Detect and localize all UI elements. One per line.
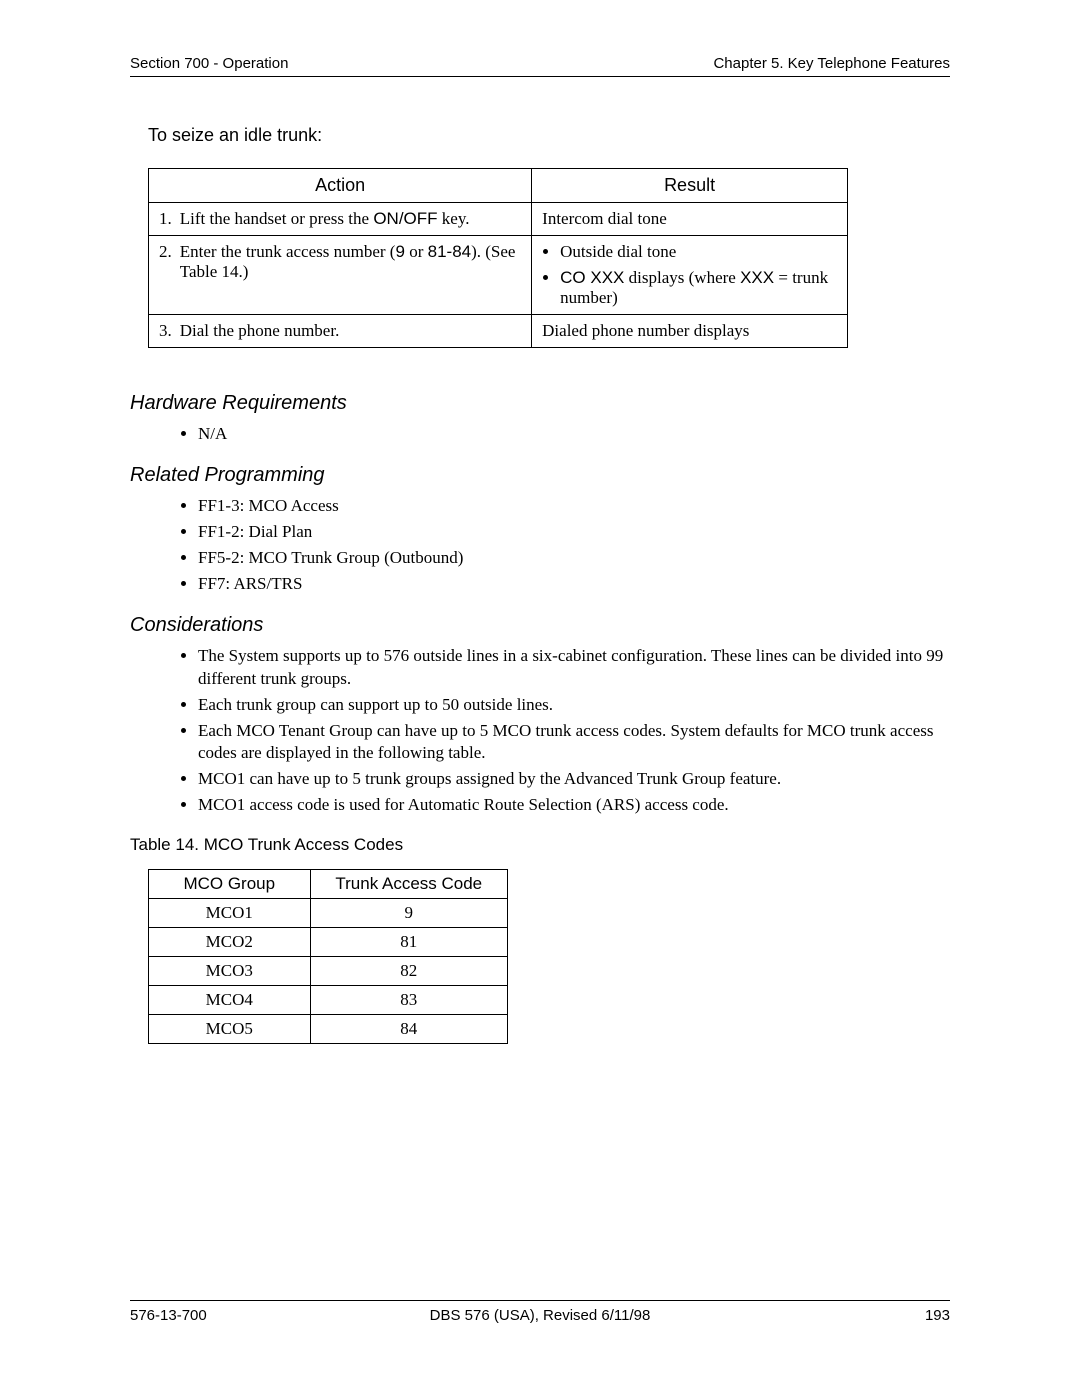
table-row: MCO382 bbox=[149, 957, 508, 986]
list-item: FF1-2: Dial Plan bbox=[198, 521, 950, 544]
section-heading-considerations: Considerations bbox=[130, 614, 950, 637]
list-item: FF1-3: MCO Access bbox=[198, 495, 950, 518]
table-row: MCO584 bbox=[149, 1015, 508, 1044]
col-action: Action bbox=[149, 169, 532, 203]
row-num: 3. bbox=[149, 315, 176, 348]
table-row: MCO483 bbox=[149, 986, 508, 1015]
result-bullet: CO XXX displays (where XXX = trunk numbe… bbox=[560, 268, 837, 308]
row-result: Intercom dial tone bbox=[532, 203, 848, 236]
section-heading-hardware: Hardware Requirements bbox=[130, 392, 950, 415]
table-row: 2. Enter the trunk access number (9 or 8… bbox=[149, 236, 848, 315]
header-left: Section 700 - Operation bbox=[130, 55, 288, 72]
header-right: Chapter 5. Key Telephone Features bbox=[713, 55, 950, 72]
list-item: Each MCO Tenant Group can have up to 5 M… bbox=[198, 720, 950, 766]
row-result: Dialed phone number displays bbox=[532, 315, 848, 348]
row-num: 2. bbox=[149, 236, 176, 315]
list-item: MCO1 access code is used for Automatic R… bbox=[198, 794, 950, 817]
list-item: The System supports up to 576 outside li… bbox=[198, 645, 950, 691]
section-heading-programming: Related Programming bbox=[130, 464, 950, 487]
col-mco-group: MCO Group bbox=[149, 870, 311, 899]
table-row: MCO19 bbox=[149, 899, 508, 928]
page-content: Section 700 - Operation Chapter 5. Key T… bbox=[130, 55, 950, 1044]
table-row: 1. Lift the handset or press the ON/OFF … bbox=[149, 203, 848, 236]
col-result: Result bbox=[532, 169, 848, 203]
row-action: Lift the handset or press the ON/OFF key… bbox=[176, 203, 532, 236]
intro-text: To seize an idle trunk: bbox=[148, 125, 950, 146]
considerations-list: The System supports up to 576 outside li… bbox=[130, 645, 950, 818]
result-bullet: Outside dial tone bbox=[560, 242, 837, 262]
row-action: Enter the trunk access number (9 or 81-8… bbox=[176, 236, 532, 315]
list-item: Each trunk group can support up to 50 ou… bbox=[198, 694, 950, 717]
col-trunk-code: Trunk Access Code bbox=[310, 870, 507, 899]
table-row: MCO281 bbox=[149, 928, 508, 957]
table-row: 3. Dial the phone number. Dialed phone n… bbox=[149, 315, 848, 348]
row-result: Outside dial tone CO XXX displays (where… bbox=[532, 236, 848, 315]
running-header: Section 700 - Operation Chapter 5. Key T… bbox=[130, 55, 950, 77]
mco-codes-table: MCO Group Trunk Access Code MCO19 MCO281… bbox=[148, 869, 508, 1044]
list-item: FF7: ARS/TRS bbox=[198, 573, 950, 596]
programming-list: FF1-3: MCO Access FF1-2: Dial Plan FF5-2… bbox=[130, 495, 950, 596]
list-item: N/A bbox=[198, 423, 950, 446]
row-action: Dial the phone number. bbox=[176, 315, 532, 348]
running-footer: 576-13-700 DBS 576 (USA), Revised 6/11/9… bbox=[130, 1300, 950, 1324]
list-item: MCO1 can have up to 5 trunk groups assig… bbox=[198, 768, 950, 791]
action-result-table: Action Result 1. Lift the handset or pre… bbox=[148, 168, 848, 348]
hardware-list: N/A bbox=[130, 423, 950, 446]
footer-center: DBS 576 (USA), Revised 6/11/98 bbox=[130, 1307, 950, 1324]
row-num: 1. bbox=[149, 203, 176, 236]
table14-caption: Table 14. MCO Trunk Access Codes bbox=[130, 835, 950, 855]
list-item: FF5-2: MCO Trunk Group (Outbound) bbox=[198, 547, 950, 570]
